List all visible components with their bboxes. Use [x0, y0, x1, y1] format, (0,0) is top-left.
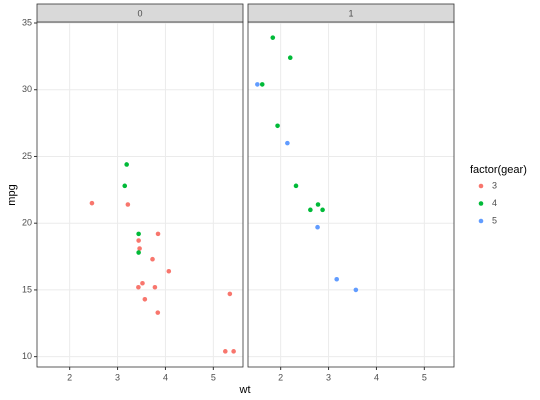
x-tick-label: 5 — [422, 372, 427, 382]
y-axis-title: mpg — [6, 184, 18, 205]
point — [140, 280, 145, 286]
point — [353, 287, 359, 293]
point — [227, 291, 233, 297]
x-tick-label: 5 — [211, 372, 216, 382]
point — [122, 183, 128, 189]
point — [89, 200, 95, 206]
point — [287, 55, 293, 61]
point — [270, 35, 276, 40]
point — [293, 183, 299, 189]
point — [136, 238, 141, 243]
legend-key — [478, 218, 484, 224]
legend-key — [478, 183, 484, 189]
facet-strip — [247, 3, 455, 23]
point — [285, 140, 290, 146]
x-tick-label: 2 — [67, 372, 72, 382]
y-tick-label: 35 — [22, 17, 32, 27]
point — [137, 246, 142, 251]
facet-label: 1 — [348, 8, 353, 18]
point — [231, 349, 236, 354]
y-tick-label: 15 — [22, 284, 32, 294]
y-tick-label: 25 — [22, 151, 32, 161]
facet-strip — [36, 3, 244, 23]
legend-label: 3 — [492, 180, 497, 190]
point — [150, 256, 155, 262]
point — [223, 349, 228, 354]
x-tick-label: 4 — [163, 372, 168, 382]
point — [275, 123, 280, 129]
legend-label: 4 — [492, 198, 497, 208]
panel-background — [37, 22, 243, 367]
point — [136, 231, 141, 237]
point — [125, 202, 131, 207]
point — [155, 310, 161, 315]
point — [259, 82, 265, 87]
facet-label: 0 — [137, 8, 142, 18]
point — [136, 284, 141, 290]
point — [124, 162, 129, 167]
y-tick-label: 10 — [22, 351, 32, 361]
point — [142, 296, 148, 302]
point — [166, 268, 172, 274]
point — [136, 250, 141, 255]
point — [155, 231, 161, 237]
y-tick-label: 30 — [22, 84, 32, 94]
x-axis-title: wt — [239, 384, 251, 396]
x-tick-label: 4 — [374, 372, 379, 382]
y-tick-label: 20 — [22, 218, 32, 228]
panel-background — [248, 22, 454, 367]
point — [255, 82, 260, 87]
point — [152, 284, 158, 290]
x-tick-label: 3 — [115, 372, 120, 382]
x-tick-label: 2 — [278, 372, 283, 382]
point — [334, 276, 340, 282]
x-tick-label: 3 — [326, 372, 331, 382]
point — [308, 207, 313, 213]
point — [315, 202, 321, 207]
legend-label: 5 — [492, 215, 497, 225]
legend-title: factor(gear) — [470, 164, 527, 176]
point — [315, 224, 320, 230]
legend-key — [478, 201, 484, 206]
point — [320, 207, 325, 213]
